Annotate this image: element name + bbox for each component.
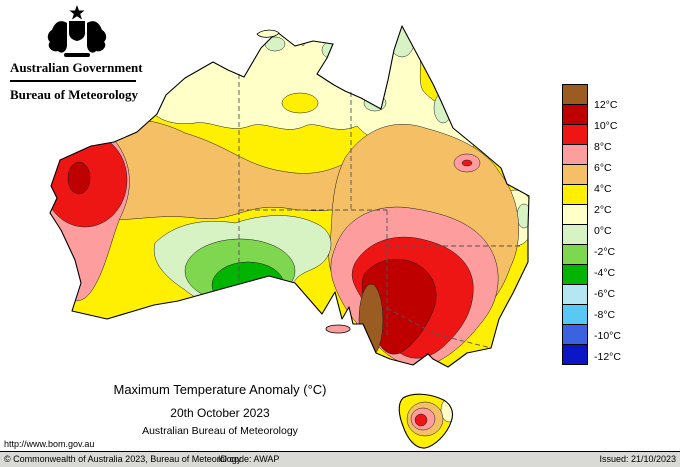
legend-label: -10°C [594, 330, 621, 342]
footer-id-code: ID code: AWAP [218, 454, 280, 464]
legend-labels: 12°C 10°C 8°C 6°C 4°C 2°C 0°C -2°C -4°C -6°C -8°C -… [594, 84, 634, 378]
header-divider [10, 80, 136, 82]
legend-cell [562, 224, 588, 245]
legend-cell [562, 344, 588, 365]
legend-label: 10°C [594, 120, 618, 132]
legend-label: -6°C [594, 288, 616, 300]
header: Australian Government Bureau of Meteorol… [10, 4, 144, 103]
bureau-title: Bureau of Meteorology [10, 87, 139, 102]
state-borders [238, 74, 523, 349]
legend: 12°C 10°C 8°C 6°C 4°C 2°C 0°C -2°C -4°C -6°C -8°C -… [562, 84, 632, 380]
legend-cell [562, 304, 588, 325]
legend-cell [562, 284, 588, 305]
mainland-contours [50, 26, 529, 367]
legend-cell [562, 204, 588, 225]
legend-label: -8°C [594, 309, 616, 321]
footer-issued: Issued: 21/10/2023 [599, 454, 676, 464]
legend-label: -2°C [594, 246, 616, 258]
bom-url: http://www.bom.gov.au [4, 439, 95, 449]
legend-label: 6°C [594, 162, 612, 174]
legend-label: 12°C [594, 99, 618, 111]
australia-anomaly-map [49, 25, 530, 449]
kangaroo-island [325, 324, 351, 334]
legend-label: -4°C [594, 267, 616, 279]
legend-label: 4°C [594, 183, 612, 195]
legend-cell [562, 264, 588, 285]
footer-bar: © Commonwealth of Australia 2023, Bureau… [0, 451, 680, 467]
legend-label: 0°C [594, 225, 612, 237]
government-title: Australian Government [10, 60, 143, 75]
map-title: Maximum Temperature Anomaly (°C) [113, 382, 327, 397]
legend-cell [562, 244, 588, 265]
legend-label: 2°C [594, 204, 612, 216]
tasmania-coastline [398, 393, 454, 449]
melville-island [256, 29, 280, 38]
legend-cell [562, 124, 588, 145]
legend-cell [562, 84, 588, 105]
tasmania-contours [399, 394, 453, 449]
legend-cell [562, 104, 588, 125]
legend-cell [562, 324, 588, 345]
footer-copyright: © Commonwealth of Australia 2023, Bureau… [4, 454, 242, 464]
legend-cell [562, 184, 588, 205]
legend-cell [562, 144, 588, 165]
coat-of-arms-icon [47, 5, 107, 57]
mainland-coastline [49, 25, 530, 368]
map-org: Australian Bureau of Meteorology [142, 425, 298, 437]
map-date: 20th October 2023 [170, 406, 270, 420]
legend-label: 8°C [594, 141, 612, 153]
legend-cells [562, 84, 588, 365]
legend-label: -12°C [594, 351, 621, 363]
legend-cell [562, 164, 588, 185]
map-titles: Maximum Temperature Anomaly (°C) 20th Oc… [45, 382, 395, 437]
